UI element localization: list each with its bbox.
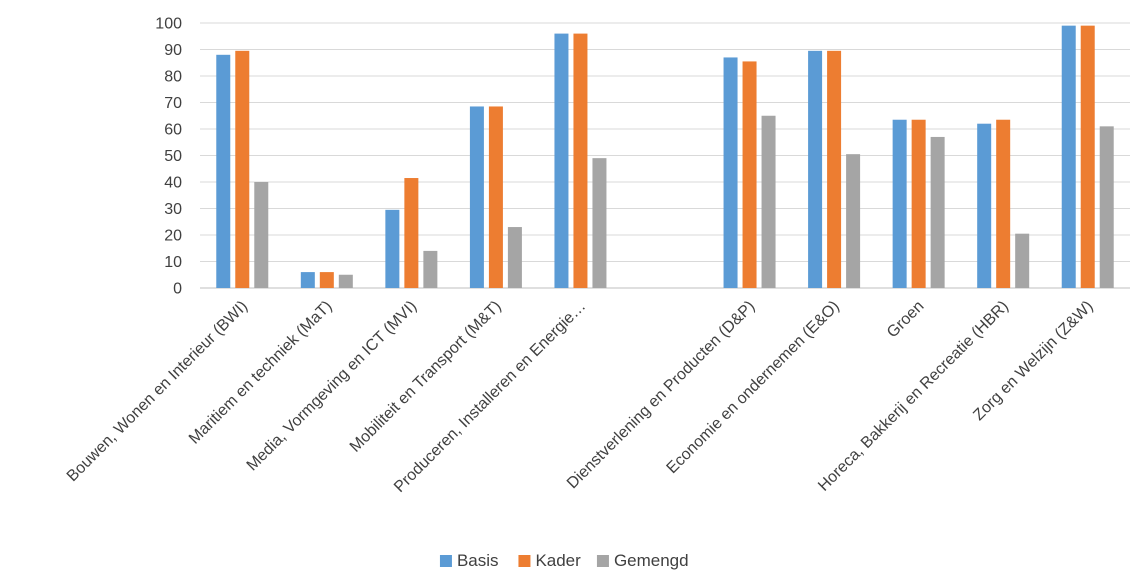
x-tick-label: Horeca, Bakkerij en Recreatie (HBR) [815,298,1012,495]
legend-swatch-basis [439,555,452,567]
x-tick-label: Bouwen, Wonen en Interieur (BWI) [64,298,251,485]
bar-kader [1080,25,1095,289]
gridlines [200,22,1130,289]
y-tick-label: 40 [164,175,182,192]
bar-kader [742,61,757,288]
bar-basis [808,50,823,289]
y-tick-label: 50 [164,148,182,165]
bar-gemengd [592,158,607,288]
x-tick-label: Dienstverlening en Producten (D&P) [564,298,758,492]
y-axis-ticks: 0 10 20 30 40 50 60 70 80 90 100 [155,16,182,298]
bar-gemengd [254,182,269,288]
bar-basis [892,119,907,288]
y-tick-label: 100 [155,16,182,33]
legend: Basis Kader Gemengd [439,551,689,570]
bar-gemengd [1015,233,1030,288]
bar-kader [319,272,334,288]
bar-basis [723,57,738,289]
bar-gemengd [1099,126,1114,288]
x-tick-label: Economie en ondernemen (E&O) [664,298,843,477]
y-tick-label: 70 [164,95,182,112]
legend-swatch-kader [518,555,531,567]
bar-gemengd [761,115,776,288]
y-tick-label: 90 [164,42,182,59]
x-tick-label: Produceren, Installeren en Energie… [391,298,589,496]
y-tick-label: 60 [164,122,182,139]
bar-basis [554,33,569,288]
x-tick-label: Mobiliteit en Transport (M&T) [347,298,505,456]
bar-kader [996,119,1011,288]
bar-kader [573,33,588,288]
bar-basis [977,123,992,288]
bar-basis [216,54,231,288]
bar-gemengd [338,274,353,288]
y-tick-label: 10 [164,254,182,271]
legend-swatch-gemengd [596,555,609,567]
y-tick-label: 30 [164,201,182,218]
bar-gemengd [846,154,861,288]
bars [216,25,1114,289]
x-tick-label: Maritiem en techniek (MaT) [186,298,336,448]
legend-label-gemengd: Gemengd [614,551,689,570]
bar-kader [235,50,250,289]
legend-label-basis: Basis [457,551,499,570]
bar-gemengd [423,250,438,288]
y-tick-label: 0 [173,281,182,298]
x-tick-label: Groen [884,298,927,341]
bar-basis [469,106,484,288]
bar-kader [404,178,419,288]
legend-label-kader: Kader [535,551,581,570]
bar-basis [385,209,400,288]
y-tick-label: 80 [164,69,182,86]
bar-kader [911,119,926,288]
x-tick-label: Media, Vormgeving en ICT (MVI) [244,298,421,475]
y-tick-label: 20 [164,228,182,245]
bar-kader [827,50,842,289]
bar-basis [300,272,315,288]
bar-gemengd [507,227,522,288]
x-axis-labels: Bouwen, Wonen en Interieur (BWI)Maritiem… [64,298,1097,496]
bar-kader [488,106,503,288]
bar-basis [1061,25,1076,289]
bar-gemengd [930,136,945,288]
